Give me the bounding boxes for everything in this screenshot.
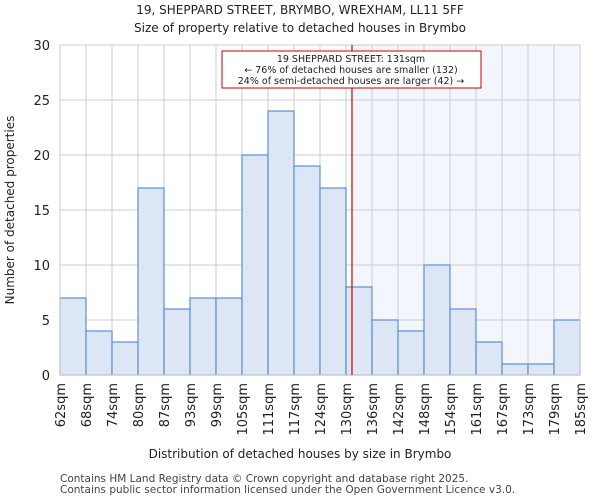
y-tick-label: 20 xyxy=(33,149,50,164)
bar xyxy=(267,110,295,376)
x-tick-label: 62sqm xyxy=(54,383,69,427)
bar xyxy=(423,264,451,376)
y-tick-label: 0 xyxy=(42,369,50,384)
y-tick-label: 15 xyxy=(33,204,50,219)
y-tick-label: 25 xyxy=(33,94,50,109)
x-tick-label: 87sqm xyxy=(158,383,173,427)
x-tick-label: 93sqm xyxy=(184,383,199,427)
x-tick-label: 167sqm xyxy=(496,383,511,436)
bar xyxy=(163,308,191,376)
chart-subtitle: Size of property relative to detached ho… xyxy=(134,21,466,35)
x-tick-label: 148sqm xyxy=(418,383,433,436)
bar xyxy=(501,363,529,376)
chart-svg: 19, SHEPPARD STREET, BRYMBO, WREXHAM, LL… xyxy=(3,3,589,461)
x-tick-label: 117sqm xyxy=(288,383,303,436)
bar xyxy=(111,341,139,376)
footer-line-2: Contains public sector information licen… xyxy=(60,484,516,496)
bar xyxy=(319,187,347,376)
annotation-box xyxy=(221,50,482,89)
x-tick-label: 161sqm xyxy=(470,383,485,436)
x-tick-label: 99sqm xyxy=(210,383,225,427)
bar xyxy=(397,330,425,376)
x-tick-label: 179sqm xyxy=(548,383,563,436)
bar xyxy=(527,363,555,376)
annotation-line: ← 76% of detached houses are smaller (13… xyxy=(244,65,457,76)
bar xyxy=(59,297,87,376)
x-tick-label: 142sqm xyxy=(392,383,407,436)
y-axis-label: Number of detached properties xyxy=(3,116,17,305)
x-axis-label: Distribution of detached houses by size … xyxy=(149,447,452,461)
x-tick-label: 130sqm xyxy=(340,383,355,436)
x-tick-label: 173sqm xyxy=(522,383,537,436)
x-tick-label: 154sqm xyxy=(444,383,459,436)
y-tick-label: 30 xyxy=(33,39,50,54)
x-tick-label: 68sqm xyxy=(80,383,95,427)
y-tick-label: 5 xyxy=(42,314,50,329)
plot-frame xyxy=(59,44,581,376)
bar xyxy=(345,286,373,376)
x-tick-label: 74sqm xyxy=(106,383,121,427)
footer-line-1: Contains HM Land Registry data © Crown c… xyxy=(60,473,469,485)
y-tick-label: 10 xyxy=(33,259,50,274)
bar xyxy=(553,319,581,376)
bar xyxy=(371,319,399,376)
x-tick-label: 185sqm xyxy=(574,383,589,436)
annotation-line: 19 SHEPPARD STREET: 131sqm xyxy=(277,54,425,65)
bar xyxy=(241,154,269,376)
x-tick-label: 136sqm xyxy=(366,383,381,436)
bar xyxy=(85,330,113,376)
x-tick-label: 105sqm xyxy=(236,383,251,436)
x-tick-label: 124sqm xyxy=(314,383,329,436)
x-tick-label: 111sqm xyxy=(262,383,277,436)
bar xyxy=(293,165,321,376)
bar xyxy=(475,341,503,376)
bar xyxy=(189,297,217,376)
annotation-line: 24% of semi-detached houses are larger (… xyxy=(238,76,465,87)
chart-title: 19, SHEPPARD STREET, BRYMBO, WREXHAM, LL… xyxy=(136,3,464,17)
bar xyxy=(215,297,243,376)
bar xyxy=(137,187,165,376)
x-tick-label: 80sqm xyxy=(132,383,147,427)
bar xyxy=(449,308,477,376)
